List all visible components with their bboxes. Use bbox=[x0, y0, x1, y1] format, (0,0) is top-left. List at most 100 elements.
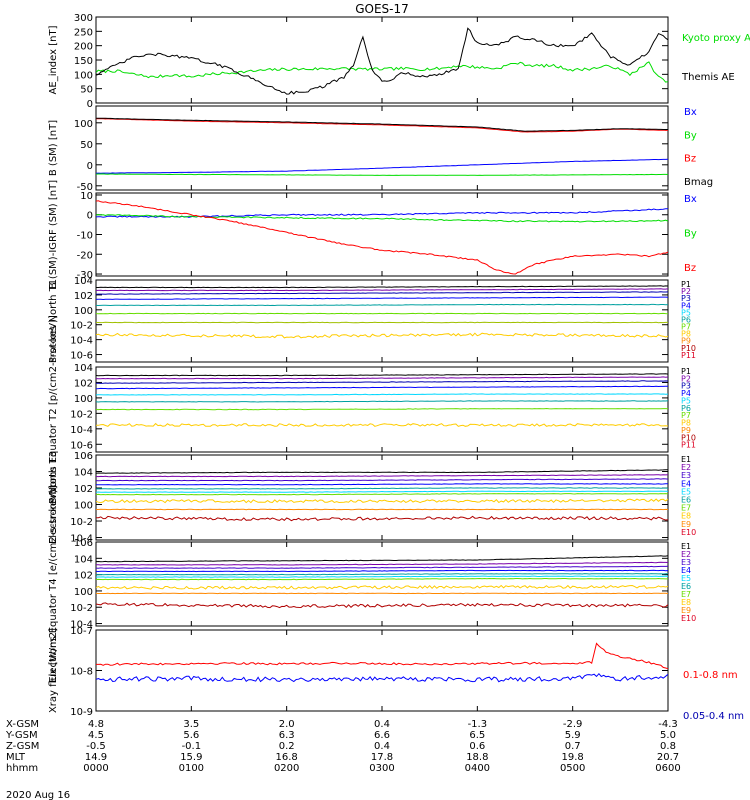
y-tick-label: 10-6 bbox=[70, 440, 93, 451]
x-row-label: Z-GSM bbox=[6, 741, 39, 752]
y-tick-label: 10-4 bbox=[70, 425, 93, 436]
legend-entry: E3 bbox=[681, 558, 691, 567]
series-ee-e1 bbox=[96, 555, 668, 563]
series-bdiff-by bbox=[96, 214, 668, 223]
y-tick-label: 200 bbox=[74, 42, 93, 53]
series-ee-e6 bbox=[96, 575, 668, 578]
legend-entry: P11 bbox=[681, 351, 696, 360]
panel-xray: 10-9 10-8 10-7 Xray flux [W/m2] 0.1-0.8 nm 0.… bbox=[48, 626, 744, 722]
x-row-label: MLT bbox=[6, 752, 26, 763]
legend-entry: Kyoto proxy AE bbox=[682, 33, 750, 44]
panel-bdiff: -30 -20 -10 0 10 B (SM)-IGRF (SM) [nT] Bx By Bz bbox=[48, 180, 697, 289]
y-tick-label: 102 bbox=[74, 571, 93, 582]
x-row-value: 5.9 bbox=[565, 730, 581, 741]
legend-entry: Bmag bbox=[684, 177, 713, 188]
legend-entry: Bz bbox=[684, 154, 696, 165]
legend-entry: P9 bbox=[681, 426, 691, 435]
series-en-e10 bbox=[96, 515, 668, 522]
y-tick-label: 102 bbox=[74, 291, 93, 302]
legend-entry: P7 bbox=[681, 411, 691, 420]
x-row-value: 5.0 bbox=[660, 730, 676, 741]
series-pe-p5 bbox=[96, 393, 668, 396]
y-axis-label: Electrons Equator T4 [e/(cm2-s-sr-keV)] bbox=[48, 485, 59, 682]
legend-entry: E7 bbox=[681, 504, 691, 513]
series-ee-e3 bbox=[96, 565, 668, 569]
legend-entry: Themis AE bbox=[681, 72, 735, 83]
y-tick-label: 100 bbox=[74, 587, 93, 598]
y-tick-label: 250 bbox=[74, 27, 93, 38]
legend-entry: P3 bbox=[681, 294, 691, 303]
legend-entry: P1 bbox=[681, 367, 691, 376]
x-row-value: 0100 bbox=[179, 763, 204, 774]
x-row-value: -4.3 bbox=[658, 719, 678, 730]
series-group bbox=[96, 469, 668, 522]
legend-entry: By bbox=[684, 130, 697, 141]
series-ee-e2 bbox=[96, 561, 668, 566]
legend-entry: E3 bbox=[681, 471, 691, 480]
series-bsm-bmag bbox=[96, 117, 668, 132]
legend-entry: E4 bbox=[681, 566, 691, 575]
series-pn-p3 bbox=[96, 291, 668, 295]
legend-entry: E5 bbox=[681, 574, 691, 583]
panel-frame bbox=[95, 105, 669, 191]
x-row-value: -1.3 bbox=[468, 719, 488, 730]
series-group bbox=[96, 373, 668, 427]
x-row-value: 0300 bbox=[369, 763, 394, 774]
y-tick-label: 10-2 bbox=[70, 321, 93, 332]
series-en-e5 bbox=[96, 487, 668, 490]
y-tick-label: 0 bbox=[87, 99, 93, 110]
x-row-label: hhmm bbox=[6, 763, 38, 774]
legend-entry: P10 bbox=[681, 344, 696, 353]
y-tick-label: 10-8 bbox=[70, 667, 93, 678]
legend-entry: E9 bbox=[681, 606, 691, 615]
plot-title: GOES-17 bbox=[355, 2, 409, 16]
x-row-value: -0.5 bbox=[86, 741, 106, 752]
panel-pe: 10-6 10-4 10-2 100 102 104 Protons Equator T2 … bbox=[48, 315, 696, 504]
legend-entry: E2 bbox=[681, 463, 691, 472]
series-pe-p1 bbox=[96, 373, 668, 377]
legend-entry: E6 bbox=[681, 582, 691, 591]
y-tick-label: 100 bbox=[74, 501, 93, 512]
series-en-e2 bbox=[96, 474, 668, 478]
y-tick-label: 0 bbox=[87, 211, 93, 222]
legend-entry: Bx bbox=[684, 194, 697, 205]
legend-entry: By bbox=[684, 229, 697, 240]
legend-entry: E1 bbox=[681, 455, 691, 464]
series-ae-kyoto-proxy-ae bbox=[96, 61, 668, 83]
y-axis-label: B (SM) [nT] bbox=[48, 120, 59, 176]
x-row-value: 17.8 bbox=[371, 752, 393, 763]
x-row-value: 4.8 bbox=[88, 719, 104, 730]
x-row-label: Y-GSM bbox=[5, 730, 38, 741]
legend-entry: E8 bbox=[681, 512, 691, 521]
legend-entry: 0.05-0.4 nm bbox=[683, 711, 744, 722]
y-tick-label: 100 bbox=[74, 119, 93, 130]
x-row-value: 0000 bbox=[83, 763, 108, 774]
panel-frame bbox=[95, 16, 669, 104]
y-axis-label: AE_index [nT] bbox=[48, 25, 59, 94]
legend-entry: P8 bbox=[681, 419, 691, 428]
legend-entry: P9 bbox=[681, 337, 691, 346]
y-tick-label: 104 bbox=[74, 468, 93, 479]
series-en-e4 bbox=[96, 483, 668, 486]
x-row-value: 0.7 bbox=[565, 741, 581, 752]
y-tick-label: 10-9 bbox=[70, 707, 93, 718]
series-ee-e10 bbox=[96, 602, 668, 609]
x-row-value: 0600 bbox=[655, 763, 680, 774]
x-row-value: 0200 bbox=[274, 763, 299, 774]
series-bsm-by bbox=[96, 173, 668, 176]
series-bsm-bx bbox=[96, 158, 668, 174]
legend-entry: E2 bbox=[681, 550, 691, 559]
series-pn-p4 bbox=[96, 296, 668, 301]
legend-entry: E6 bbox=[681, 496, 691, 505]
series-bdiff-bz bbox=[96, 200, 668, 275]
series-group bbox=[96, 117, 668, 176]
y-axis-label: Protons Equator T2 [p/(cm2-s-sr-keV)] bbox=[48, 315, 59, 504]
x-row-value: 0.4 bbox=[374, 741, 390, 752]
legend-entry: E10 bbox=[681, 528, 696, 537]
series-en-e8 bbox=[96, 498, 668, 504]
y-tick-label: -20 bbox=[77, 250, 93, 261]
y-tick-label: 100 bbox=[74, 394, 93, 405]
x-row-value: 2.0 bbox=[279, 719, 295, 730]
legend-entry: E10 bbox=[681, 614, 696, 623]
